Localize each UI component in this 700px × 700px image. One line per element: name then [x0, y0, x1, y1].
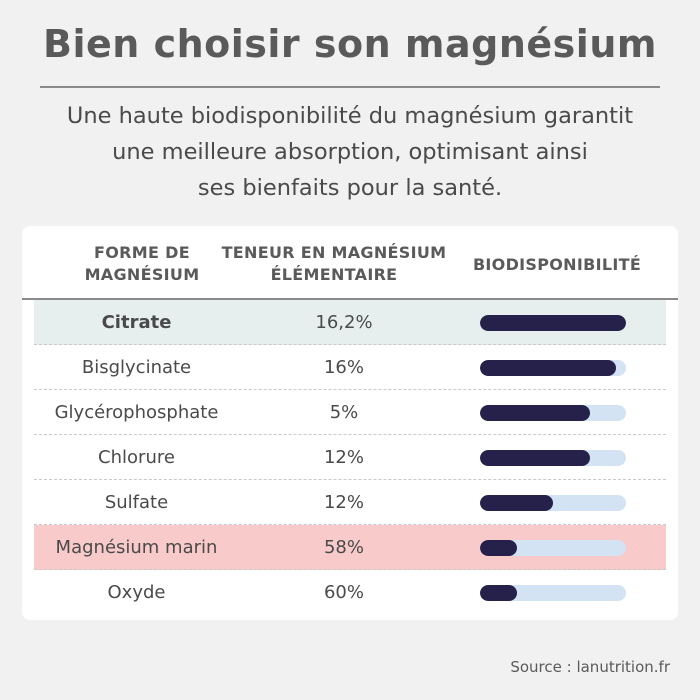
- header-form-line: FORME DE: [94, 243, 190, 262]
- bioavailability-bar: [480, 585, 626, 601]
- table-row: Bisglycinate 16%: [34, 345, 666, 390]
- title-divider: [40, 86, 660, 88]
- source-credit: Source : lanutrition.fr: [510, 658, 670, 676]
- bioavailability-bar-fill: [480, 540, 517, 556]
- header-form-line: MAGNÉSIUM: [84, 265, 200, 284]
- bioavailability-bar-fill: [480, 495, 553, 511]
- bioavailability-bar: [480, 540, 626, 556]
- comparison-table: FORME DE MAGNÉSIUM TENEUR EN MAGNÉSIUM É…: [22, 226, 678, 620]
- page-title: Bien choisir son magnésium: [43, 22, 657, 66]
- table-row: Oxyde 60%: [34, 570, 666, 615]
- elemental-content: 16%: [323, 357, 364, 378]
- bioavailability-bar-fill: [480, 585, 517, 601]
- form-name: Citrate: [101, 312, 172, 333]
- header-bioavailability: BIODISPONIBILITÉ: [472, 255, 642, 274]
- form-name: Chlorure: [98, 447, 175, 468]
- header-content: TENEUR EN MAGNÉSIUM ÉLÉMENTAIRE: [202, 242, 466, 286]
- form-name: Glycérophosphate: [54, 402, 219, 423]
- bioavailability-bar: [480, 315, 626, 331]
- form-name: Sulfate: [104, 492, 169, 513]
- table-row: Magnésium marin 58%: [34, 525, 666, 570]
- subtitle-line: Une haute biodisponibilité du magnésium …: [66, 103, 634, 129]
- form-name: Magnésium marin: [55, 537, 218, 558]
- bioavailability-bar-fill: [480, 450, 590, 466]
- bioavailability-bar: [480, 450, 626, 466]
- table-row: Sulfate 12%: [34, 480, 666, 525]
- elemental-content: 16,2%: [315, 312, 373, 333]
- elemental-content: 12%: [323, 492, 364, 513]
- table-row: Glycérophosphate 5%: [34, 390, 666, 435]
- header-form: FORME DE MAGNÉSIUM: [42, 242, 242, 286]
- bioavailability-bar: [480, 495, 626, 511]
- subtitle: Une haute biodisponibilité du magnésium …: [20, 98, 680, 206]
- bioavailability-bar-fill: [480, 405, 590, 421]
- header-content-line: TENEUR EN MAGNÉSIUM: [221, 243, 447, 262]
- bioavailability-bar-fill: [480, 315, 626, 331]
- table-row: Chlorure 12%: [34, 435, 666, 480]
- form-name: Oxyde: [107, 582, 166, 603]
- elemental-content: 58%: [323, 537, 364, 558]
- subtitle-line: une meilleure absorption, optimisant ain…: [112, 139, 588, 165]
- bioavailability-bar: [480, 360, 626, 376]
- elemental-content: 5%: [329, 402, 359, 423]
- elemental-content: 60%: [323, 582, 364, 603]
- table-row: Citrate 16,2%: [34, 300, 666, 345]
- subtitle-line: ses bienfaits pour la santé.: [197, 175, 503, 201]
- bioavailability-bar-fill: [480, 360, 616, 376]
- table-header: FORME DE MAGNÉSIUM TENEUR EN MAGNÉSIUM É…: [22, 226, 678, 300]
- bioavailability-bar: [480, 405, 626, 421]
- form-name: Bisglycinate: [81, 357, 192, 378]
- elemental-content: 12%: [323, 447, 364, 468]
- header-content-line: ÉLÉMENTAIRE: [270, 265, 398, 284]
